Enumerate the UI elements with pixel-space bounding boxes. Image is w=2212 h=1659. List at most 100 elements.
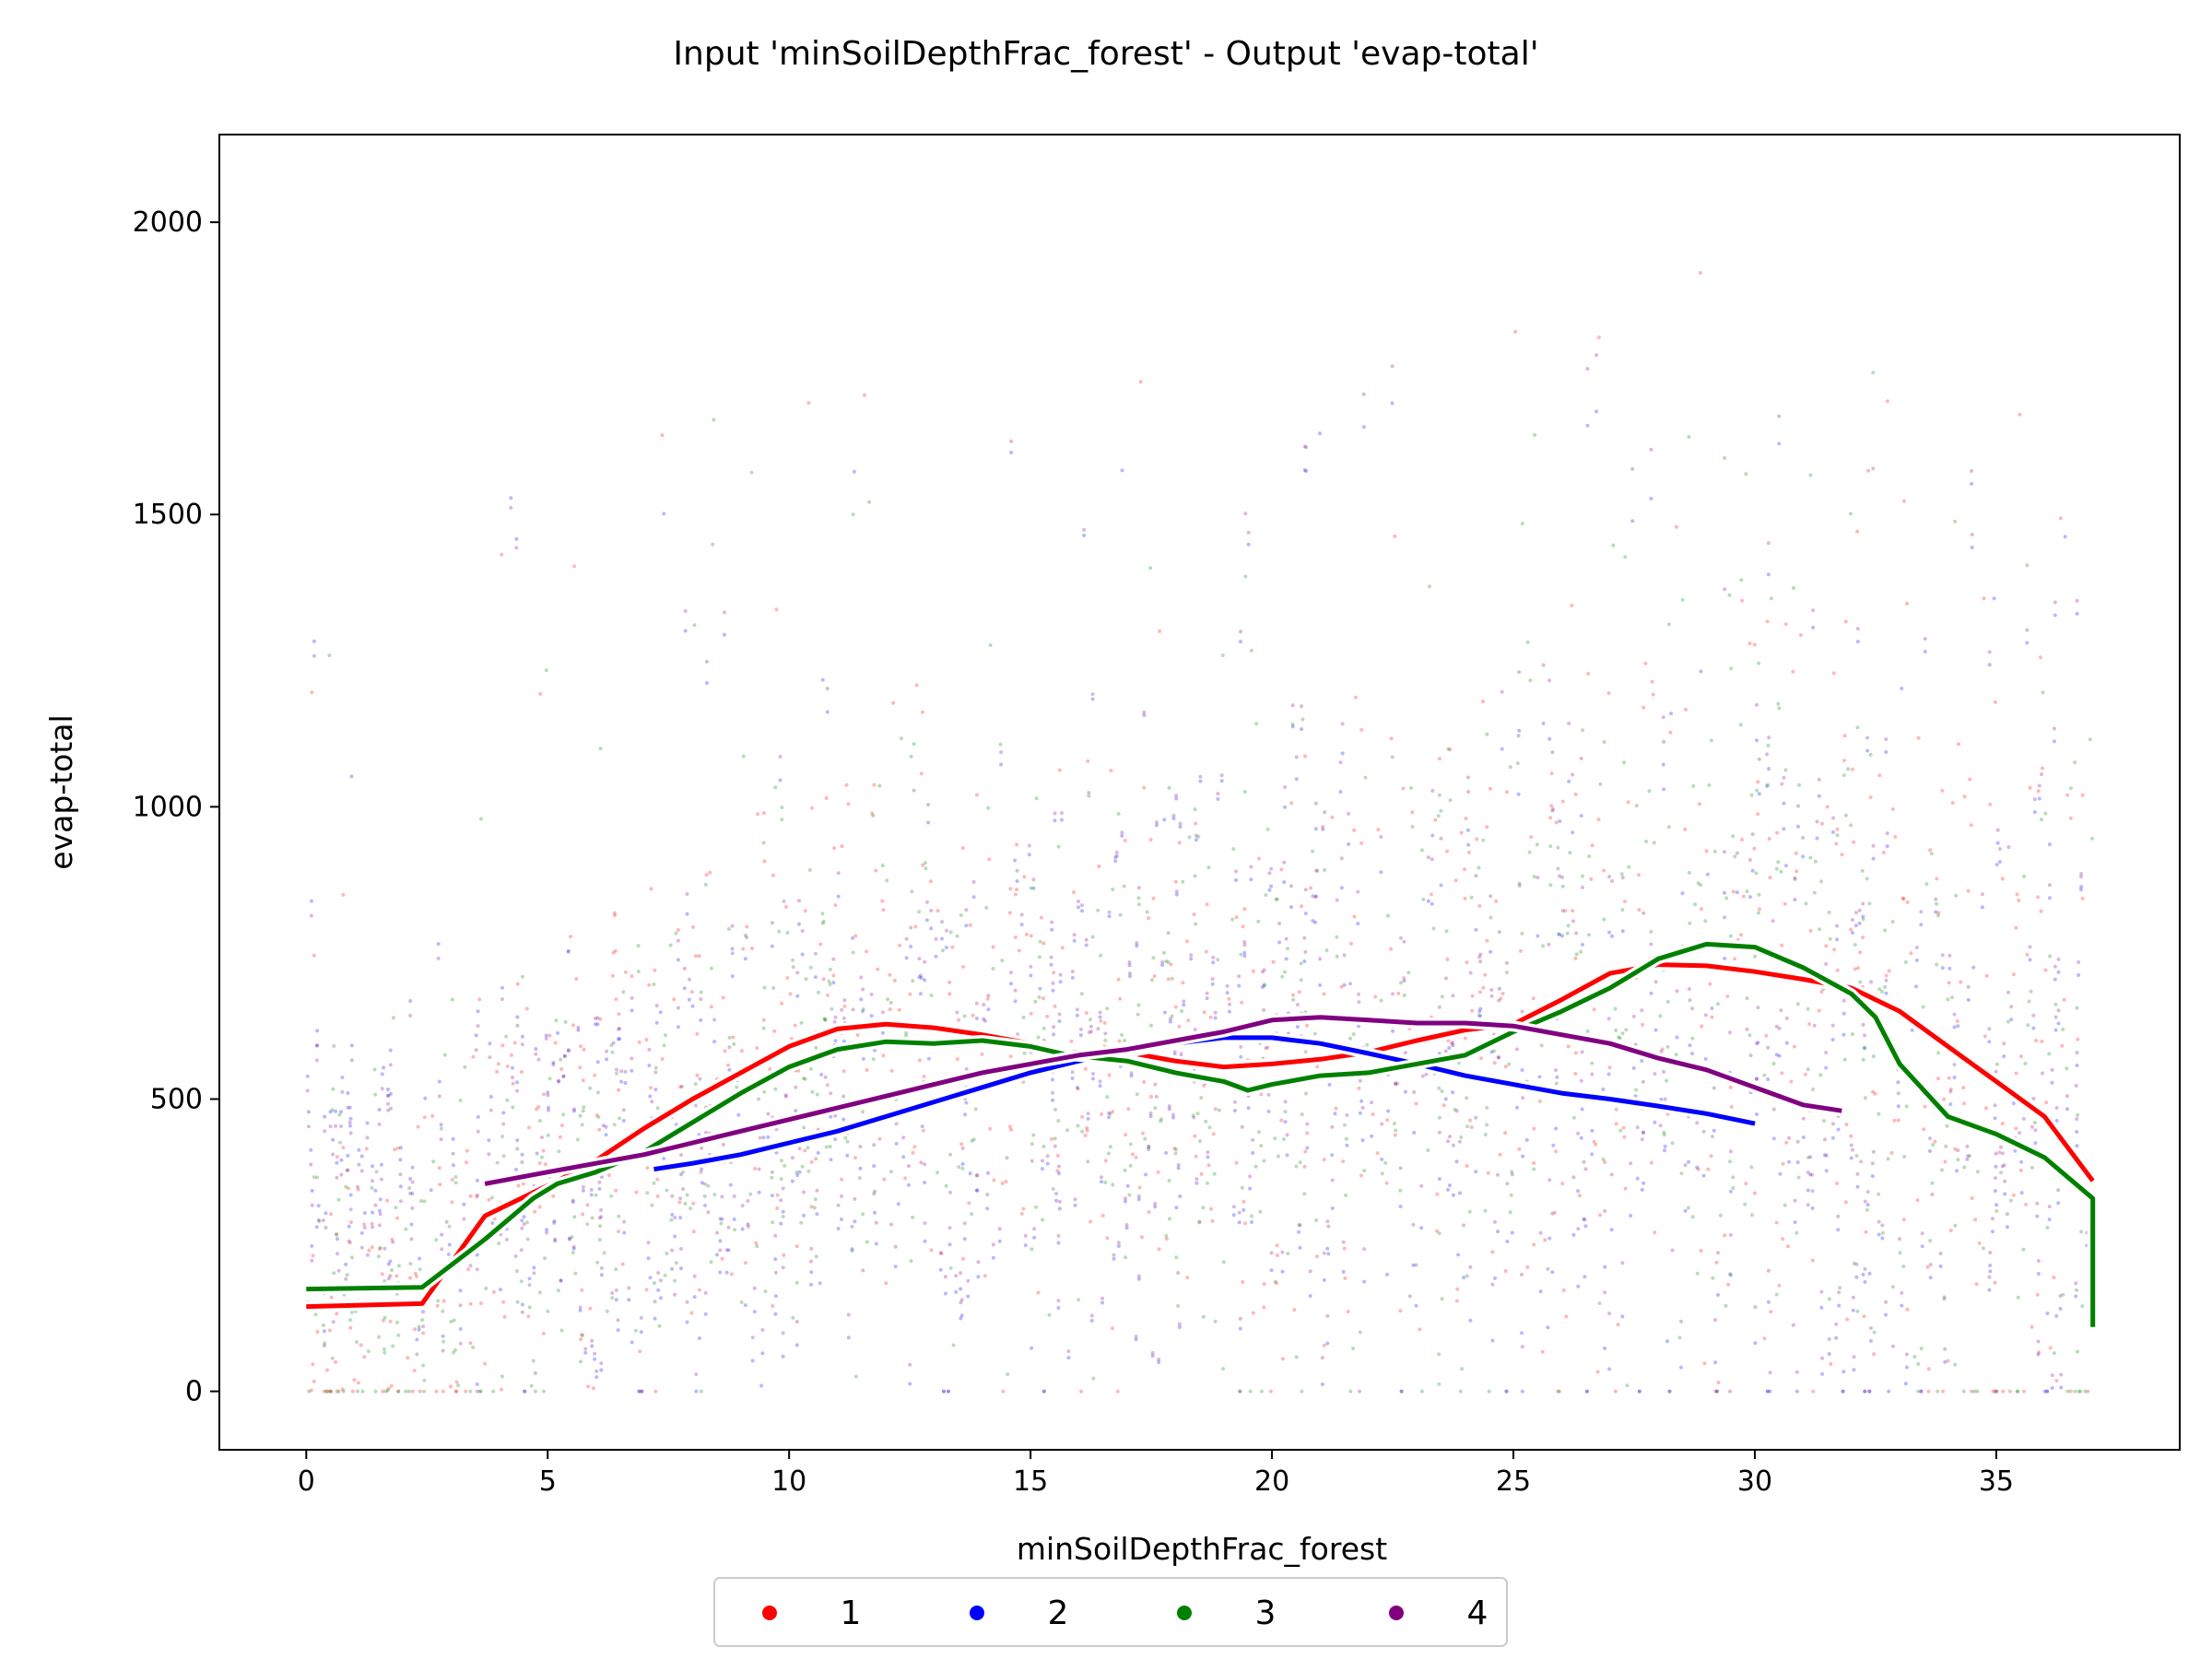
scatter-point: [537, 1290, 542, 1295]
scatter-point: [1649, 497, 1653, 500]
scatter-point: [850, 1224, 854, 1229]
scatter-point: [1812, 1023, 1817, 1028]
scatter-point: [546, 1133, 550, 1137]
scatter-point: [790, 1156, 794, 1160]
scatter-point: [1335, 898, 1339, 902]
scatter-point: [1851, 1147, 1854, 1152]
scatter-point: [757, 1190, 761, 1194]
scatter-point: [614, 1288, 618, 1292]
scatter-point: [2078, 875, 2083, 879]
scatter-point: [698, 1336, 701, 1340]
scatter-point: [1706, 1167, 1711, 1171]
legend-item-2[interactable]: 2: [970, 1594, 1068, 1632]
scatter-point: [386, 1108, 391, 1112]
scatter-point: [2023, 1062, 2028, 1065]
scatter-point: [1497, 1055, 1501, 1060]
scatter-point: [1581, 728, 1585, 733]
legend-item-1[interactable]: 1: [762, 1594, 861, 1632]
scatter-point: [1898, 1251, 1902, 1255]
scatter-point: [1699, 883, 1703, 888]
scatter-point: [388, 1259, 393, 1264]
scatter-point: [1602, 740, 1606, 745]
scatter-point: [1153, 1205, 1158, 1209]
scatter-point: [697, 1288, 701, 1292]
scatter-point: [1610, 878, 1614, 883]
scatter-point: [726, 1225, 731, 1230]
scatter-point: [1076, 1124, 1080, 1128]
scatter-point: [1455, 1287, 1460, 1291]
legend-item-4[interactable]: 4: [1389, 1594, 1488, 1632]
scatter-point: [1687, 987, 1691, 991]
scatter-point: [1579, 1135, 1583, 1140]
scatter-point: [1787, 1135, 1792, 1140]
scatter-point: [893, 1265, 898, 1269]
scatter-point: [773, 1233, 778, 1238]
scatter-point: [1834, 841, 1839, 846]
scatter-point: [1774, 1220, 1779, 1225]
scatter-point: [1126, 1107, 1131, 1112]
scatter-point: [2065, 1389, 2070, 1394]
scatter-point: [543, 1256, 547, 1261]
scatter-point: [1641, 1130, 1645, 1135]
scatter-point: [1603, 1160, 1607, 1164]
scatter-point: [604, 1124, 608, 1129]
scatter-point: [872, 1143, 877, 1147]
scatter-point: [504, 1034, 509, 1039]
scatter-point: [1919, 1389, 1924, 1394]
legend-item-3[interactable]: 3: [1177, 1594, 1276, 1632]
scatter-point: [1462, 1276, 1466, 1280]
scatter-point: [617, 1230, 620, 1234]
scatter-point: [909, 1259, 913, 1264]
scatter-point: [1221, 1260, 1226, 1265]
scatter-point: [589, 1188, 594, 1192]
scatter-point: [1618, 1036, 1622, 1041]
scatter-point: [1653, 1120, 1657, 1124]
scatter-point: [797, 922, 801, 926]
scatter-point: [836, 1227, 841, 1230]
scatter-point: [831, 981, 836, 985]
scatter-point: [1393, 1133, 1397, 1137]
scatter-point: [1286, 947, 1289, 951]
scatter-point: [659, 1296, 663, 1300]
scatter-point: [992, 1178, 996, 1182]
y-tick-label: 2000: [133, 206, 203, 239]
scatter-point: [703, 1203, 707, 1207]
scatter-point: [1708, 982, 1712, 986]
scatter-point: [1009, 971, 1013, 975]
scatter-point: [1060, 946, 1065, 950]
scatter-point: [873, 1210, 877, 1215]
scatter-point: [594, 1017, 597, 1020]
scatter-point: [1693, 902, 1698, 907]
scatter-point: [1339, 886, 1344, 890]
scatter-point: [1729, 1104, 1734, 1109]
scatter-point: [348, 1207, 353, 1212]
scatter-point: [1579, 814, 1583, 818]
scatter-point: [1015, 842, 1019, 847]
scatter-point: [692, 1274, 697, 1278]
scatter-point: [1994, 1151, 1998, 1156]
scatter-point: [1056, 1119, 1061, 1124]
scatter-point: [639, 1330, 643, 1335]
legend[interactable]: 1 2 3 4: [713, 1577, 1508, 1647]
scatter-point: [1099, 953, 1103, 958]
scatter-point: [1298, 1223, 1302, 1228]
scatter-point: [1738, 723, 1743, 727]
scatter-point: [475, 1253, 479, 1257]
scatter-point: [1701, 1129, 1706, 1134]
scatter-point: [1683, 1163, 1688, 1168]
scatter-point: [1443, 1049, 1448, 1053]
scatter-point: [739, 1049, 744, 1053]
scatter-point: [1777, 414, 1782, 418]
scatter-point: [1419, 1183, 1424, 1188]
scatter-point: [1824, 1065, 1829, 1070]
scatter-point: [901, 1155, 906, 1159]
scatter-point: [1782, 801, 1786, 806]
scatter-point: [804, 977, 808, 982]
scatter-point: [388, 1274, 393, 1278]
scatter-point: [475, 1178, 479, 1182]
scatter-point: [1174, 892, 1179, 897]
scatter-point: [1842, 1057, 1847, 1062]
scatter-point: [605, 1057, 609, 1062]
scatter-point: [1752, 642, 1757, 647]
scatter-point: [1549, 804, 1554, 808]
